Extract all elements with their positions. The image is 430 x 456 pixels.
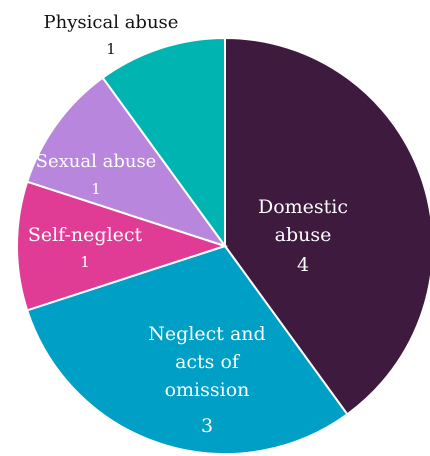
slice-label-4-line-1: Sexual abuse [36, 151, 157, 172]
slice-label-1-line-1: Domestic [258, 196, 348, 218]
pie-slice-4 [25, 76, 228, 248]
slice-value-5: 1 [106, 40, 116, 58]
slice-label-5-line-1: Physical abuse [44, 12, 179, 33]
pie-slice-5 [101, 36, 226, 250]
pie-slices [16, 36, 430, 455]
slice-label-3-line-1: Self-neglect [28, 224, 143, 246]
pie-slice-3 [16, 180, 229, 312]
slice-value-2: 3 [201, 415, 213, 437]
slice-value-4: 1 [91, 180, 101, 198]
pie-slice-1 [224, 36, 430, 416]
slice-label-2-line-1: Neglect and [148, 323, 265, 345]
slice-value-3: 1 [80, 253, 90, 271]
slice-label-1-line-2: abuse [275, 224, 332, 246]
slice-label-2-line-3: omission [165, 379, 250, 401]
pie-slice-2 [25, 244, 349, 455]
slice-label-2-line-2: acts of [175, 351, 241, 373]
slice-value-1: 4 [297, 254, 309, 276]
pie-labels: Domestic abuse 4 Neglect and acts of omission… [28, 12, 348, 437]
